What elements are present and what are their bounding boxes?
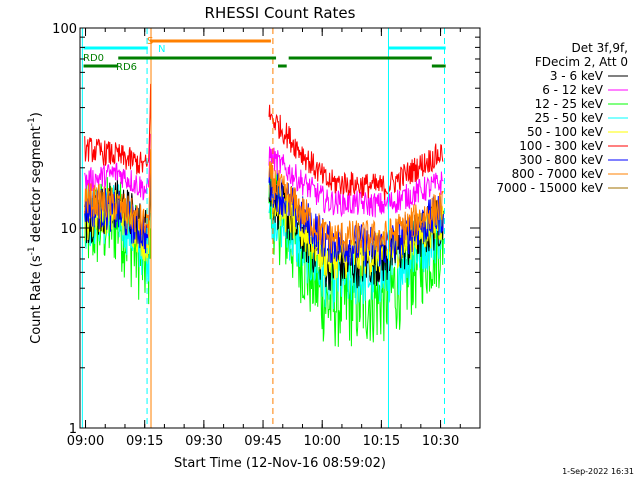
flag-label-RD0: RD0 (83, 53, 104, 64)
x-tick-label-5: 10:15 (363, 434, 400, 449)
legend-label-6: 300 - 800 keV (519, 153, 603, 167)
series-line-25-50keV-post (268, 188, 444, 310)
y-axis-label-exp: -1 (27, 246, 37, 255)
x-tick-label-2: 09:30 (185, 434, 222, 449)
series-line-3-6keV-post (268, 181, 444, 291)
legend-label-0: 3 - 6 keV (550, 69, 604, 83)
y-tick-label-0: 1 (69, 422, 77, 437)
x-tick-label-4: 10:00 (303, 434, 340, 449)
y-tick-label-1: 10 (60, 222, 77, 237)
flag-layer: SN RD0 RD6 (83, 36, 446, 73)
legend-label-8: 7000 - 15000 keV (496, 181, 603, 195)
flag-label-S: S (147, 36, 153, 47)
series-line-6-12keV-post (268, 146, 444, 218)
x-tick-label-1: 09:15 (126, 434, 163, 449)
legend-label-1: 6 - 12 keV (542, 83, 604, 97)
series-line-100-300keV-post (268, 104, 444, 200)
flag-label-RD6: RD6 (116, 62, 137, 73)
x-tick-label-6: 10:30 (422, 434, 459, 449)
legend-label-5: 100 - 300 keV (519, 139, 603, 153)
y-axis-ticks: 1 10 100 (52, 22, 480, 437)
series-line-800-7000keV-pre (84, 149, 152, 237)
legend-label-7: 800 - 7000 keV (512, 167, 604, 181)
legend-label-3: 25 - 50 keV (535, 111, 604, 125)
legend-header-line-1: Det 3f,9f, (572, 41, 629, 55)
y-tick-label-2: 100 (52, 22, 77, 37)
series-line-100-300keV-pre (84, 83, 152, 175)
series-line-6-12keV-pre (84, 132, 151, 201)
y-axis-label-exp2: -1 (27, 117, 37, 126)
y-axis-label: Count Rate (s-1 detector segment-1) (27, 112, 44, 344)
x-tick-label-0: 09:00 (67, 434, 104, 449)
x-axis-ticks: 09:00 09:15 09:30 09:45 10:00 10:15 10:30 (67, 28, 481, 449)
x-axis-label: Start Time (12-Nov-16 08:59:02) (174, 456, 386, 471)
data-layer (84, 83, 444, 347)
y-axis-label-close: ) (29, 112, 44, 117)
y-axis-label-tail: detector segment (29, 126, 44, 246)
chart-title: RHESSI Count Rates (205, 4, 356, 22)
legend-header-line-2: FDecim 2, Att 0 (535, 55, 628, 69)
footer-date: 1-Sep-2022 16:31 (562, 467, 634, 476)
x-tick-label-3: 09:45 (244, 434, 281, 449)
flag-label-N: N (158, 44, 165, 55)
legend-label-4: 50 - 100 keV (527, 125, 604, 139)
legend-label-2: 12 - 25 keV (535, 97, 604, 111)
series-line-800-7000keV-post (268, 160, 444, 254)
y-axis-label-main: Count Rate (s (29, 255, 44, 344)
